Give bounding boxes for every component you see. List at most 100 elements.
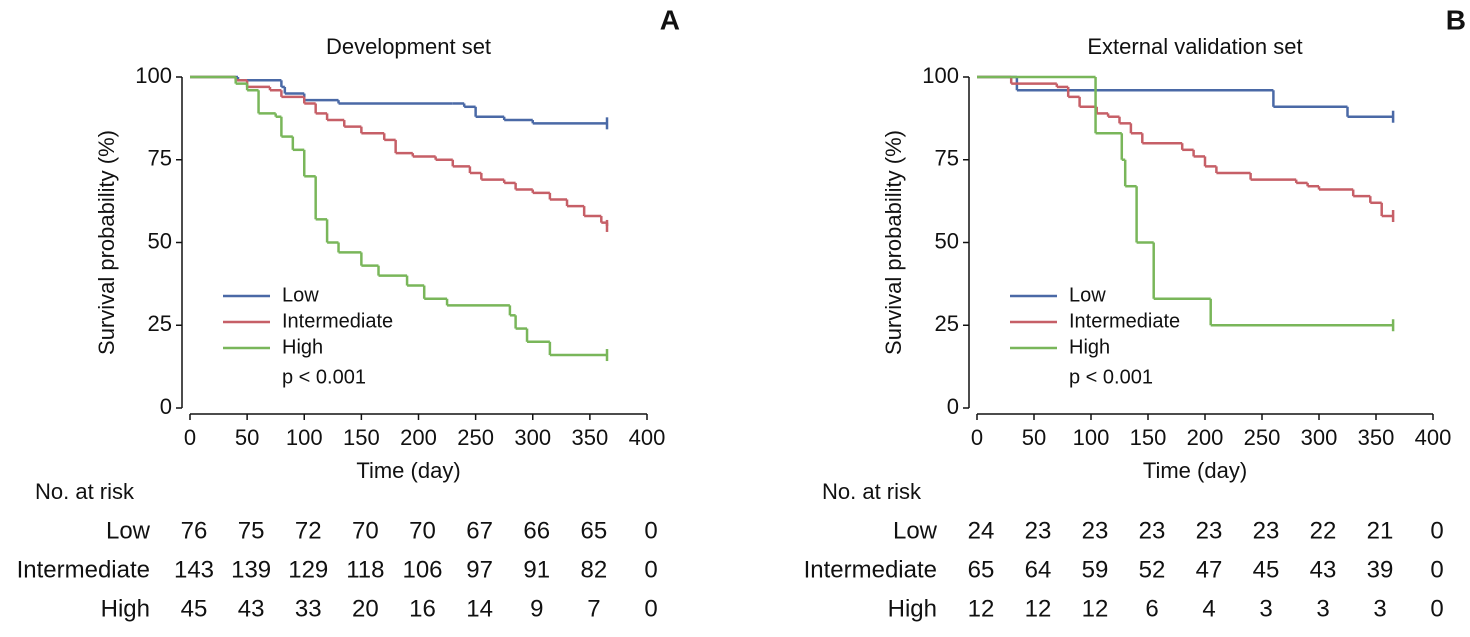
legend-label: Intermediate [282, 310, 393, 332]
risk-count: 59 [1082, 556, 1109, 583]
risk-count: 7 [587, 595, 600, 622]
y-tick-label: 100 [135, 63, 172, 88]
risk-count: 0 [1430, 517, 1443, 544]
panel-label: B [1446, 4, 1466, 35]
risk-count: 43 [238, 595, 265, 622]
x-tick-label: 150 [1130, 425, 1167, 450]
risk-count: 65 [581, 517, 608, 544]
risk-count: 0 [644, 595, 657, 622]
risk-count: 23 [1253, 517, 1280, 544]
y-tick-label: 25 [148, 311, 172, 336]
risk-count: 24 [968, 517, 995, 544]
risk-count: 23 [1196, 517, 1223, 544]
risk-row-name: Low [893, 517, 938, 544]
x-axis-label: Time (day) [1143, 458, 1247, 483]
y-tick-label: 75 [935, 146, 959, 171]
y-tick-label: 100 [922, 63, 959, 88]
risk-count: 129 [288, 556, 328, 583]
risk-count: 82 [581, 556, 608, 583]
risk-count: 143 [174, 556, 214, 583]
y-tick-label: 0 [947, 394, 959, 419]
x-tick-label: 50 [235, 425, 259, 450]
risk-count: 39 [1367, 556, 1394, 583]
x-tick-label: 300 [514, 425, 551, 450]
x-tick-label: 0 [184, 425, 196, 450]
risk-count: 72 [295, 517, 322, 544]
risk-row-name: Intermediate [804, 556, 937, 583]
risk-count: 12 [1025, 595, 1052, 622]
y-tick-label: 75 [148, 146, 172, 171]
risk-count: 45 [1253, 556, 1280, 583]
risk-count: 12 [968, 595, 995, 622]
x-tick-label: 250 [457, 425, 494, 450]
risk-count: 97 [466, 556, 493, 583]
risk-row-name: High [888, 595, 937, 622]
risk-count: 4 [1202, 595, 1215, 622]
risk-count: 75 [238, 517, 265, 544]
risk-table-title: No. at risk [35, 479, 135, 504]
y-tick-label: 25 [935, 311, 959, 336]
risk-count: 139 [231, 556, 271, 583]
x-tick-label: 400 [629, 425, 666, 450]
risk-count: 76 [181, 517, 208, 544]
risk-count: 20 [352, 595, 379, 622]
y-axis-label: Survival probability (%) [94, 130, 119, 355]
x-tick-label: 200 [1187, 425, 1224, 450]
y-tick-label: 0 [160, 394, 172, 419]
risk-row-name: Intermediate [17, 556, 150, 583]
risk-count: 16 [409, 595, 436, 622]
risk-table-title: No. at risk [822, 479, 922, 504]
legend-label: Low [1069, 284, 1106, 306]
risk-count: 6 [1145, 595, 1158, 622]
risk-count: 66 [523, 517, 550, 544]
risk-count: 0 [644, 556, 657, 583]
x-tick-label: 150 [343, 425, 380, 450]
risk-count: 43 [1310, 556, 1337, 583]
risk-count: 23 [1025, 517, 1052, 544]
x-tick-label: 250 [1244, 425, 1281, 450]
risk-count: 118 [346, 556, 384, 583]
risk-count: 3 [1316, 595, 1329, 622]
x-tick-label: 350 [572, 425, 609, 450]
x-tick-label: 350 [1358, 425, 1395, 450]
risk-count: 0 [1430, 556, 1443, 583]
x-tick-label: 100 [1073, 425, 1110, 450]
risk-count: 23 [1082, 517, 1109, 544]
risk-count: 106 [402, 556, 442, 583]
risk-count: 9 [530, 595, 543, 622]
y-axis-label: Survival probability (%) [881, 130, 906, 355]
risk-count: 45 [181, 595, 208, 622]
risk-count: 3 [1373, 595, 1386, 622]
risk-count: 0 [644, 517, 657, 544]
risk-count: 70 [409, 517, 436, 544]
risk-count: 3 [1259, 595, 1272, 622]
legend-label: High [282, 336, 323, 358]
p-value: p < 0.001 [282, 366, 366, 388]
x-tick-label: 200 [400, 425, 437, 450]
x-tick-label: 100 [286, 425, 323, 450]
risk-count: 14 [466, 595, 493, 622]
y-tick-label: 50 [148, 228, 172, 253]
risk-row-name: High [101, 595, 150, 622]
risk-count: 70 [352, 517, 379, 544]
panel-label: A [660, 4, 680, 35]
risk-count: 23 [1139, 517, 1166, 544]
risk-count: 65 [968, 556, 995, 583]
x-tick-label: 50 [1022, 425, 1046, 450]
chart-title: External validation set [1087, 34, 1302, 59]
x-axis-label: Time (day) [356, 458, 460, 483]
x-tick-label: 300 [1301, 425, 1338, 450]
risk-count: 0 [1430, 595, 1443, 622]
risk-count: 21 [1367, 517, 1394, 544]
risk-count: 91 [523, 556, 550, 583]
risk-count: 33 [295, 595, 322, 622]
x-tick-label: 0 [971, 425, 983, 450]
chart-title: Development set [326, 34, 491, 59]
risk-count: 12 [1082, 595, 1109, 622]
risk-count: 64 [1025, 556, 1052, 583]
risk-row-name: Low [106, 517, 151, 544]
legend-label: High [1069, 336, 1110, 358]
risk-count: 47 [1196, 556, 1223, 583]
